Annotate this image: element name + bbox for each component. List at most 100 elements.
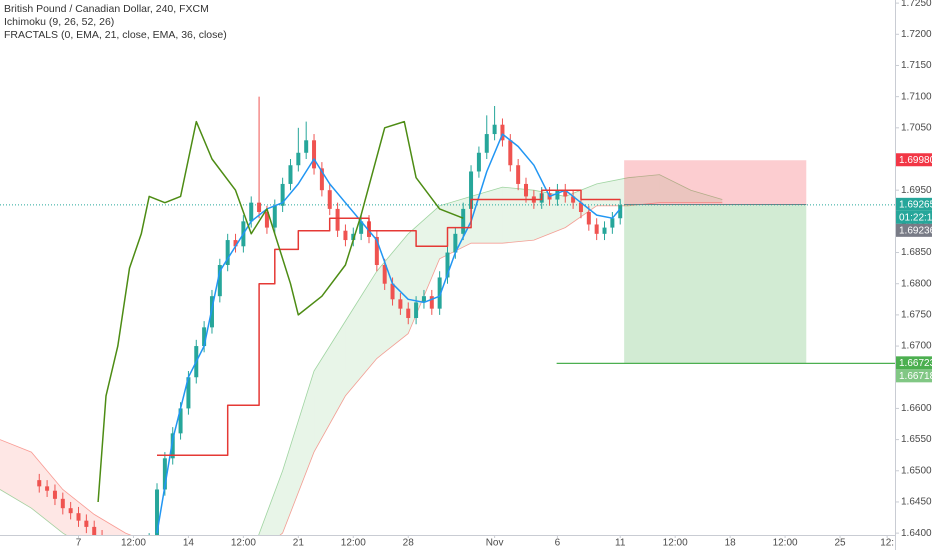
x-tick-label: Nov xyxy=(486,538,504,549)
candle-body xyxy=(76,513,81,521)
candle-body xyxy=(414,302,419,319)
x-tick-label: 7 xyxy=(76,538,82,549)
y-tick-label: 1.64500 xyxy=(901,497,932,508)
y-tick-label: 1.67000 xyxy=(901,341,932,352)
y-tick-label: 1.65500 xyxy=(901,434,932,445)
x-tick-label: 14 xyxy=(183,538,195,549)
candle-body xyxy=(500,124,505,141)
candle-body xyxy=(555,190,560,200)
y-tick-label: 1.67500 xyxy=(901,310,932,321)
candle-body xyxy=(37,480,42,487)
candle-body xyxy=(578,202,583,213)
candle-body xyxy=(421,296,426,303)
candle-body xyxy=(178,408,183,434)
candle-body xyxy=(602,227,607,234)
y-tick-label: 1.68500 xyxy=(901,247,932,258)
candle-body xyxy=(257,202,262,213)
candle-body xyxy=(155,489,160,535)
candle-body xyxy=(272,205,277,228)
x-tick-label: 12:00 xyxy=(341,538,366,549)
candle-body xyxy=(524,183,529,197)
y-tick-label: 1.72500 xyxy=(901,0,932,9)
candle-body xyxy=(437,277,442,309)
candle-body xyxy=(618,205,623,219)
y-tick-label: 1.71500 xyxy=(901,60,932,71)
cloud-segment xyxy=(314,321,346,453)
y-tick-label: 1.69500 xyxy=(901,185,932,196)
candle-body xyxy=(304,140,309,153)
cloud-segment xyxy=(94,514,126,535)
y-tick-label: 1.64000 xyxy=(901,528,932,539)
candle-body xyxy=(461,208,466,234)
candle-body xyxy=(516,165,521,184)
candle-body xyxy=(202,327,207,347)
candle-body xyxy=(508,140,513,166)
x-tick-label: 11 xyxy=(615,538,626,549)
candle-body xyxy=(390,283,395,300)
axes: 1.640001.645001.650001.655001.660001.665… xyxy=(76,0,932,549)
x-tick-label: 25 xyxy=(834,538,846,549)
candle-body xyxy=(52,490,57,499)
candle-body xyxy=(186,377,191,409)
indicator-line xyxy=(157,189,621,456)
price-label: 1.66723 xyxy=(896,356,932,370)
price-label-box xyxy=(896,153,932,167)
price-label-text: 1.69236 xyxy=(899,225,932,236)
candle-body xyxy=(45,486,50,491)
cloud-segment xyxy=(659,174,691,203)
chart-title: British Pound / Canadian Dollar, 240, FX… xyxy=(4,3,209,15)
candle-body xyxy=(249,202,254,222)
x-tick-label: 12: xyxy=(880,538,894,549)
cloud-span-b xyxy=(0,202,723,535)
price-label-text: 1.69980 xyxy=(899,155,932,166)
indicator-line xyxy=(97,120,464,503)
candle-body xyxy=(280,183,285,206)
candle-body xyxy=(225,240,230,266)
candle-body xyxy=(170,433,175,459)
candle-body xyxy=(571,196,576,203)
y-tick-label: 1.72000 xyxy=(901,29,932,40)
indicator-line xyxy=(156,133,621,534)
price-label-text: 1.66718 xyxy=(899,371,932,382)
price-label: 1.69265 01:22:18 xyxy=(896,197,932,224)
y-tick-label: 1.66000 xyxy=(901,403,932,414)
x-tick-label: 6 xyxy=(555,538,561,549)
candle-body xyxy=(343,230,348,241)
y-tick-label: 1.70500 xyxy=(901,122,932,133)
candle-body xyxy=(382,265,387,284)
candle-body xyxy=(492,124,497,135)
x-tick-label: 18 xyxy=(725,538,737,549)
cloud-segment xyxy=(471,187,503,244)
price-label: 1.69980 xyxy=(896,153,932,167)
candle-body xyxy=(264,212,269,228)
y-tick-label: 1.71000 xyxy=(901,91,932,102)
candle-body xyxy=(319,168,324,191)
cloud-segment xyxy=(0,439,32,509)
countdown-box xyxy=(896,210,932,224)
target-zone xyxy=(624,204,807,364)
stop-zone xyxy=(624,160,807,205)
candle-body xyxy=(586,212,591,225)
cloud-segment xyxy=(690,190,723,203)
candle-body xyxy=(60,498,65,509)
x-tick-label: 12:00 xyxy=(231,538,256,549)
candle-body xyxy=(563,190,568,197)
candle-body xyxy=(374,236,379,266)
candle-body xyxy=(359,221,364,234)
indicator-label: FRACTALS (0, EMA, 21, close, EMA, 36, cl… xyxy=(4,29,227,41)
x-tick-label: 21 xyxy=(293,538,305,549)
candle-body xyxy=(92,526,97,535)
candle-body xyxy=(335,208,340,231)
candle-body xyxy=(610,218,615,228)
price-label-box xyxy=(896,223,932,237)
x-tick-label: 12:00 xyxy=(121,538,146,549)
price-label-box xyxy=(896,356,932,370)
candle-body xyxy=(398,299,403,309)
cloud-segment xyxy=(282,371,315,534)
candle-body xyxy=(288,165,293,184)
candle-body xyxy=(84,520,89,527)
cloud-segment xyxy=(628,174,660,206)
plot-area xyxy=(0,96,895,535)
candle-body xyxy=(68,508,73,514)
